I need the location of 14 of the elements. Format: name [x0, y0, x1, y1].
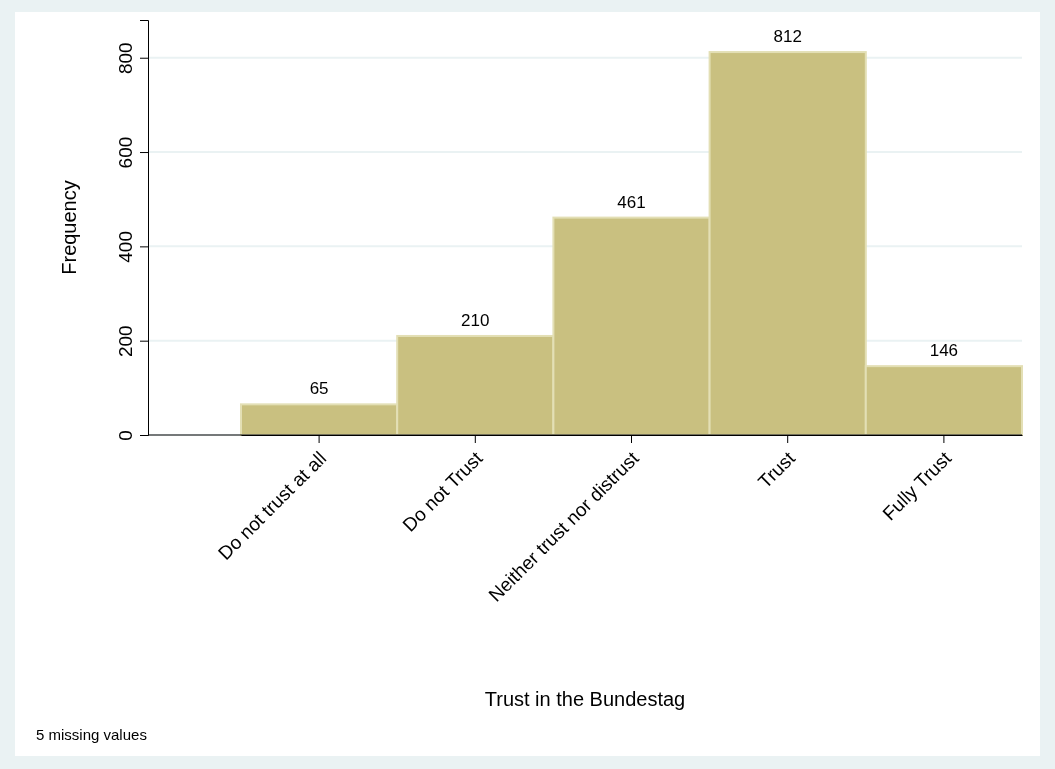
y-axis-title: Frequency	[58, 180, 80, 275]
data-label: 146	[929, 341, 959, 361]
x-axis-title: Trust in the Bundestag	[484, 688, 686, 710]
text: 5 missing values	[36, 726, 147, 743]
data-label: 210	[461, 310, 490, 330]
y-tick-label: 0	[115, 430, 136, 441]
data-label: 65	[309, 379, 329, 399]
y-tick-label: 800	[115, 42, 136, 75]
x-tick-label: Do not trust at all	[214, 447, 331, 564]
data-label: 461	[617, 192, 646, 212]
y-tick-label: 200	[115, 325, 136, 358]
y-tick-label: 600	[115, 136, 136, 169]
y-tick-label: 400	[115, 231, 136, 263]
data-label: 812	[773, 27, 802, 47]
